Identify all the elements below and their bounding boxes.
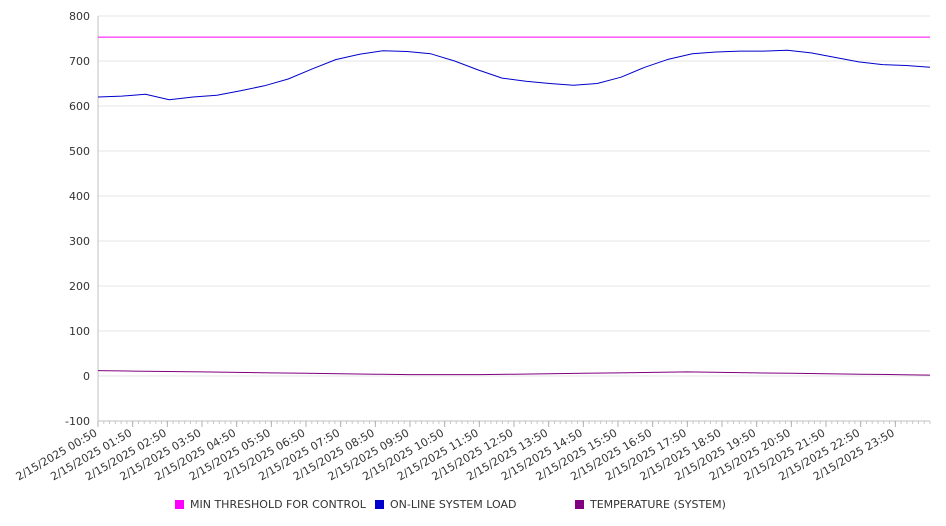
legend-label-threshold: MIN THRESHOLD FOR CONTROL (190, 498, 366, 511)
y-tick-label: 800 (69, 10, 90, 23)
series-line-temperature (97, 370, 931, 376)
legend-label-temperature: TEMPERATURE (SYSTEM) (590, 498, 726, 511)
y-tick-label: -100 (65, 415, 90, 428)
x-axis-ticks: 2/15/2025 00:502/15/2025 01:502/15/2025 … (14, 426, 897, 483)
y-axis-ticks: -100 0 100 200 300 400 500 600 700 800 (65, 10, 90, 428)
y-tick-label: 600 (69, 100, 90, 113)
y-tick-label: 0 (83, 370, 90, 383)
legend: MIN THRESHOLD FOR CONTROL ON-LINE SYSTEM… (0, 498, 946, 514)
legend-item-threshold[interactable]: MIN THRESHOLD FOR CONTROL (175, 498, 366, 511)
y-tick-label: 300 (69, 235, 90, 248)
legend-swatch-system-load (375, 500, 384, 509)
y-tick-label: 500 (69, 145, 90, 158)
legend-swatch-threshold (175, 500, 184, 509)
grid-lines (98, 15, 930, 377)
line-chart: -100 0 100 200 300 400 500 600 700 800 2/15/2025 … (14, 10, 931, 483)
legend-item-system-load[interactable]: ON-LINE SYSTEM LOAD (375, 498, 516, 511)
series-line-system-load (97, 49, 931, 101)
legend-item-temperature[interactable]: TEMPERATURE (SYSTEM) (575, 498, 726, 511)
series-lines (97, 36, 931, 376)
y-tick-label: 700 (69, 55, 90, 68)
y-tick-label: 400 (69, 190, 90, 203)
y-tick-label: 100 (69, 325, 90, 338)
legend-swatch-temperature (575, 500, 584, 509)
y-tick-label: 200 (69, 280, 90, 293)
axes (97, 16, 931, 427)
legend-label-system-load: ON-LINE SYSTEM LOAD (390, 498, 517, 511)
